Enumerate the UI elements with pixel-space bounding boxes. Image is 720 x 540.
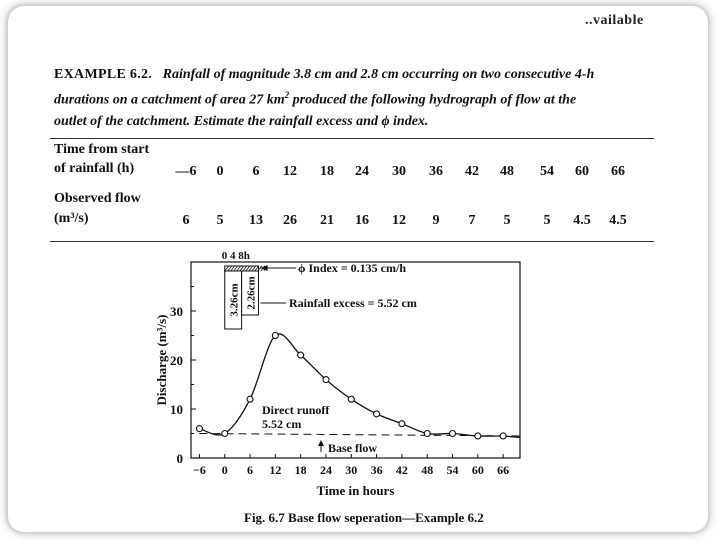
time-value-cell: 60: [575, 164, 589, 179]
y-tick-label: 30: [170, 304, 183, 319]
phi-index-hatch: [254, 265, 260, 272]
rainfall-excess-bar-2: [241, 270, 259, 316]
y-tick-label: 0: [177, 451, 184, 466]
time-value-cell: 18: [320, 164, 334, 179]
data-point: [474, 432, 482, 440]
time-value-cell: —6: [175, 164, 197, 179]
x-tick-label: 6: [247, 463, 253, 477]
x-tick-label: 48: [421, 463, 433, 477]
phi-index-hatch: [233, 265, 239, 272]
x-tick-label: 54: [447, 463, 459, 477]
table-bottom-rule: [50, 241, 654, 242]
flow-value-cell: 4.5: [573, 213, 591, 228]
phi-index-hatch: [251, 265, 257, 272]
flow-value-cell: 5: [216, 213, 224, 228]
phi-index-arrowhead: [260, 265, 268, 271]
flow-value-cell: 12: [392, 213, 406, 228]
example-text-line3: outlet of the catchment. Estimate the ra…: [54, 113, 429, 129]
phi-index-hatch: [230, 265, 236, 272]
slide-frame: [8, 6, 708, 532]
flow-value-cell: 9: [432, 213, 440, 228]
flow-value-cell: 6: [182, 213, 190, 228]
phi-index-hatch: [257, 265, 263, 272]
data-point: [322, 376, 330, 384]
flow-value-cell: 4.5: [609, 213, 627, 228]
data-point: [271, 331, 279, 340]
flow-value-cell: 13: [249, 213, 263, 228]
data-point: [347, 395, 355, 403]
x-tick-label: 42: [396, 463, 408, 477]
x-tick-label: 18: [295, 463, 307, 477]
phi-index-hatch: [242, 265, 248, 272]
hyetograph-axis-label: 0 4 8h: [222, 250, 250, 262]
base-flow-arrowhead: [318, 440, 324, 446]
example-text-line1: Rainfall of magnitude 3.8 cm and 2.8 cm …: [162, 67, 595, 82]
time-value-cell: 54: [540, 164, 554, 179]
flow-value-cell: 26: [283, 213, 297, 228]
data-point: [398, 420, 406, 428]
x-tick-label: 60: [472, 463, 484, 477]
phi-index-annotation: ϕ Index = 0.135 cm/h: [298, 261, 406, 275]
rainfall-excess-annotation: Rainfall excess = 5.52 cm: [289, 296, 417, 310]
time-value-cell: 0: [216, 164, 224, 179]
direct-runoff-value: 5.52 cm: [262, 417, 301, 431]
time-label-line1: Time from start: [54, 142, 150, 157]
time-value-cell: 48: [500, 164, 514, 179]
y-axis-label: Discharge (m³/s): [154, 315, 169, 406]
table-top-rule: [50, 138, 654, 139]
data-point: [246, 395, 254, 403]
data-point: [195, 425, 203, 433]
data-point: [499, 432, 507, 440]
time-value-cell: 30: [392, 164, 406, 179]
corner-fragment-text: ..vailable: [585, 13, 644, 28]
time-value-cell: 42: [465, 164, 479, 179]
x-tick-label: 24: [320, 463, 332, 477]
phi-index-hatch: [227, 265, 233, 272]
example-label: EXAMPLE 6.2.: [54, 67, 153, 82]
flow-value-cell: 21: [320, 213, 334, 228]
flow-label-line1: Observed flow: [54, 191, 141, 206]
x-tick-label: 36: [371, 463, 383, 477]
example-statement: EXAMPLE 6.2. Rainfall of magnitude 3.8 c…: [54, 64, 664, 132]
flow-value-cell: 5: [543, 213, 551, 228]
time-label-line2: of rainfall (h): [54, 161, 135, 176]
phi-index-hatch: [224, 265, 230, 272]
y-tick-label: 20: [170, 353, 183, 368]
flow-label-line2: (m³/s): [54, 211, 89, 226]
data-point: [297, 351, 305, 359]
phi-index-hatch: [239, 265, 245, 272]
time-value-cell: 24: [355, 164, 369, 179]
time-value-cell: 66: [611, 164, 625, 179]
example-text-line2b: produced the following hydrograph of flo…: [289, 92, 577, 108]
x-tick-label: 30: [345, 463, 357, 477]
bar-label-2: 2.26cm: [246, 276, 258, 309]
data-point: [423, 429, 431, 438]
phi-index-hatch: [248, 265, 254, 272]
example-text-line2a: durations on a catchment of area 27 km: [54, 92, 285, 108]
direct-runoff-label: Direct runoff: [262, 403, 330, 417]
x-tick-label: −6: [193, 463, 206, 477]
flow-value-cell: 16: [355, 213, 369, 228]
time-value-cell: 12: [283, 164, 297, 179]
x-axis-label: Time in hours: [317, 483, 395, 498]
phi-index-hatch: [245, 265, 251, 272]
hydrograph-curve: [199, 333, 521, 439]
flow-value-cell: 5: [503, 213, 511, 228]
data-point: [373, 410, 381, 418]
base-flow-label: Base flow: [328, 441, 377, 455]
time-value-cell: 36: [429, 164, 443, 179]
figure-caption: Fig. 6.7 Base flow seperation—Example 6.…: [244, 510, 484, 525]
example-text-line2-sup: 2: [284, 90, 290, 100]
phi-index-hatch: [236, 265, 242, 272]
y-tick-label: 10: [170, 402, 183, 417]
x-tick-label: 0: [222, 463, 228, 477]
x-tick-label: 12: [269, 463, 281, 477]
flow-value-cell: 7: [468, 213, 476, 228]
data-point: [221, 429, 229, 438]
x-tick-label: 66: [497, 463, 509, 477]
time-value-cell: 6: [252, 164, 260, 179]
data-point: [448, 429, 457, 438]
bar-label-1: 3.26cm: [229, 283, 241, 316]
